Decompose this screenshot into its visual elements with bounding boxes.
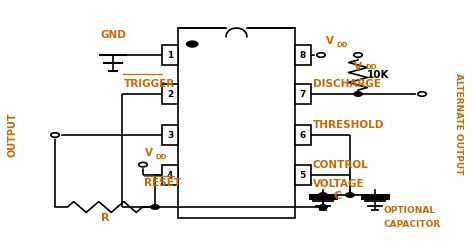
Text: 6: 6 [300,130,306,140]
Circle shape [138,162,149,167]
Text: V: V [145,148,153,158]
Bar [162,84,178,104]
Text: TRIGGER: TRIGGER [123,79,175,89]
Text: THRESHOLD: THRESHOLD [313,120,385,130]
Text: 7: 7 [299,89,306,99]
Bar [295,165,311,185]
Text: DD: DD [365,64,377,70]
Bar [295,45,311,65]
Text: V: V [354,62,362,72]
Circle shape [319,205,327,209]
Text: C: C [333,191,342,201]
Text: R: R [101,213,109,223]
Text: CONTROL: CONTROL [313,160,369,170]
Text: OUTPUT: OUTPUT [7,113,17,157]
Text: 8: 8 [300,50,306,60]
Text: 4: 4 [167,170,174,180]
Circle shape [315,52,326,58]
Bar [295,84,311,104]
Bar [162,125,178,145]
Bar [178,28,295,218]
Bar [162,45,178,65]
Bar [162,165,178,185]
Bar [295,125,311,145]
Text: DD: DD [337,41,348,48]
Text: V: V [326,36,334,46]
Text: VOLTAGE: VOLTAGE [313,179,365,189]
Text: OPTIONAL: OPTIONAL [384,206,436,215]
Text: ALTERNATE OUTPUT: ALTERNATE OUTPUT [454,73,463,174]
Text: 3: 3 [167,130,173,140]
Text: 5: 5 [300,170,306,180]
Circle shape [346,193,354,197]
Text: RESET: RESET [144,178,182,188]
Circle shape [416,91,428,97]
Text: CAPACITOR: CAPACITOR [384,220,441,229]
Text: DD: DD [156,154,167,160]
Circle shape [319,193,327,197]
Circle shape [151,205,159,209]
Text: 1: 1 [167,50,173,60]
Text: 2: 2 [167,89,173,99]
Circle shape [186,41,198,47]
Circle shape [352,52,364,58]
Text: DISCHARGE: DISCHARGE [313,79,381,89]
Circle shape [354,92,362,96]
Text: 10K: 10K [367,70,389,80]
Circle shape [50,132,61,138]
Text: GND: GND [100,30,126,40]
